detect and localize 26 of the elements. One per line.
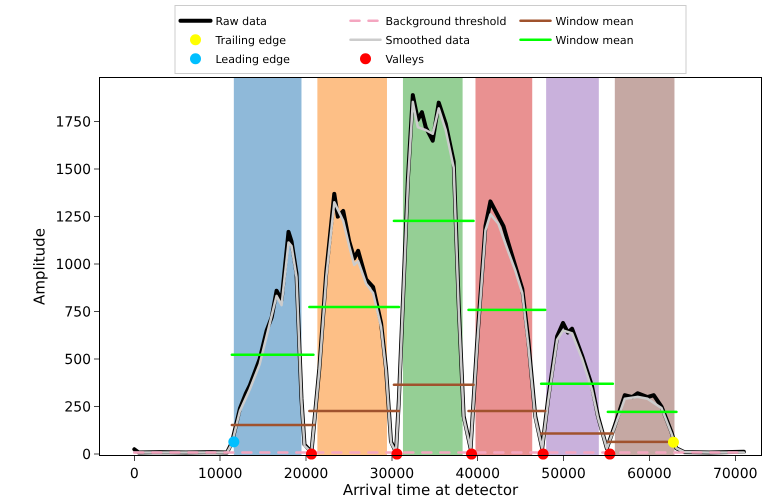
legend-label: Raw data xyxy=(216,15,267,28)
x-tick-label: 60000 xyxy=(627,466,672,482)
x-tick-label: 50000 xyxy=(541,466,586,482)
y-tick-label: 1000 xyxy=(55,257,92,274)
legend-label: Valleys xyxy=(386,53,424,66)
y-tick-label: 500 xyxy=(64,352,92,368)
y-tick-label: 1500 xyxy=(55,162,92,178)
x-axis-title: Arrival time at detector xyxy=(342,481,519,499)
x-tick-label: 40000 xyxy=(455,466,500,482)
y-tick-label: 0 xyxy=(82,446,92,463)
legend-label: Smoothed data xyxy=(386,34,470,48)
legend-label: Background threshold xyxy=(386,15,506,28)
x-tick-label: 0 xyxy=(130,466,139,482)
x-tick-label: 20000 xyxy=(284,466,328,482)
legend-label: Window mean xyxy=(556,15,634,28)
y-axis-title: Amplitude xyxy=(30,228,49,305)
y-tick-label: 750 xyxy=(64,304,92,321)
y-tick-label: 1750 xyxy=(55,114,92,131)
legend-label: Trailing edge xyxy=(214,34,286,48)
x-tick-label: 30000 xyxy=(370,466,414,482)
x-tick-label: 70000 xyxy=(712,466,758,482)
x-tick-label: 10000 xyxy=(198,466,242,482)
y-tick-label: 250 xyxy=(64,399,92,416)
legend-label: Window mean xyxy=(556,34,634,48)
y-tick-label: 1250 xyxy=(55,210,92,226)
legend-label: Leading edge xyxy=(216,53,290,66)
